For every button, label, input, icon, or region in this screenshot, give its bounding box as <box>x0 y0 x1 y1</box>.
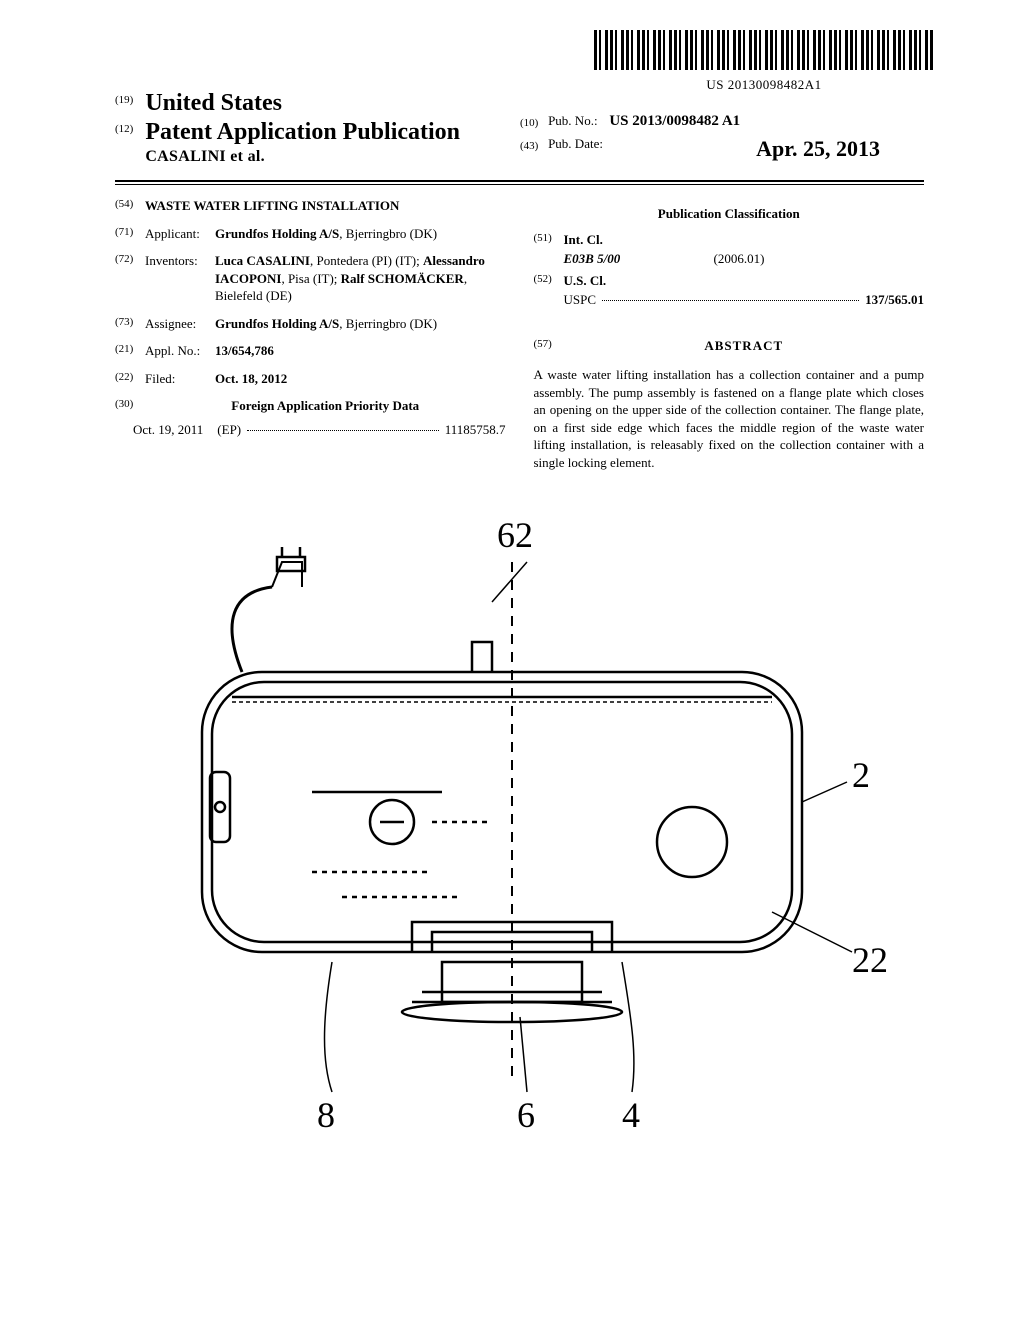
f54-num: (54) <box>115 197 145 215</box>
fig-label-6: 6 <box>517 1095 535 1135</box>
pubno-label: Pub. No.: <box>548 113 597 128</box>
hr-top <box>115 180 924 182</box>
applicant-loc: , Bjerringbro (DK) <box>339 226 437 241</box>
abstract-text: A waste water lifting installation has a… <box>534 366 925 471</box>
priority-number: 11185758.7 <box>445 421 506 439</box>
f21-label: Appl. No.: <box>145 342 215 360</box>
intcl-class: E03B 5/00 <box>564 250 654 268</box>
uspc-label: USPC <box>564 291 597 309</box>
prefix-12: (12) <box>115 123 133 135</box>
fig-label-2: 2 <box>852 755 870 795</box>
f51-num: (51) <box>534 231 564 249</box>
uspc-code: 137/565.01 <box>865 291 924 309</box>
inv1: Luca CASALINI <box>215 253 310 268</box>
field-30-heading: (30) Foreign Application Priority Data <box>115 397 506 415</box>
dots2 <box>602 291 859 301</box>
figure-container: 62 2 22 8 6 4 <box>40 502 984 1157</box>
pubno: US 2013/0098482 A1 <box>609 113 740 129</box>
field-57: (57) ABSTRACT <box>534 337 925 355</box>
f73-content: Grundfos Holding A/S, Bjerringbro (DK) <box>215 315 506 333</box>
foreign-heading: Foreign Application Priority Data <box>145 397 506 415</box>
f22-label: Filed: <box>145 370 215 388</box>
priority-row: Oct. 19, 2011 (EP) 11185758.7 <box>133 421 506 439</box>
inv3: Ralf SCHOMÄCKER <box>341 271 464 286</box>
assignee-loc: , Bjerringbro (DK) <box>339 316 437 331</box>
pubdate-label: Pub. Date: <box>548 136 603 151</box>
pub-no-line: (10) Pub. No.: US 2013/0098482 A1 <box>520 113 880 130</box>
prefix-19: (19) <box>115 94 133 106</box>
inv1-loc: , Pontedera (PI) (IT); <box>310 253 423 268</box>
hr-thin <box>115 184 924 185</box>
biblio-columns: (54) WASTE WATER LIFTING INSTALLATION (7… <box>115 197 924 472</box>
f21-num: (21) <box>115 342 145 360</box>
class-heading: Publication Classification <box>534 205 925 223</box>
assignee-name: Grundfos Holding A/S <box>215 316 339 331</box>
left-column: (54) WASTE WATER LIFTING INSTALLATION (7… <box>115 197 506 472</box>
prefix-43: (43) <box>520 140 538 152</box>
fig-label-22: 22 <box>852 940 888 980</box>
field-22: (22) Filed: Oct. 18, 2012 <box>115 370 506 388</box>
pub-info: (10) Pub. No.: US 2013/0098482 A1 (43) P… <box>520 113 880 162</box>
f52-label: U.S. Cl. <box>564 272 607 290</box>
f72-content: Luca CASALINI, Pontedera (PI) (IT); Ales… <box>215 252 506 305</box>
field-21: (21) Appl. No.: 13/654,786 <box>115 342 506 360</box>
pub-date-line: (43) Pub. Date: Apr. 25, 2013 <box>520 136 880 153</box>
fig-label-8: 8 <box>317 1095 335 1135</box>
title: WASTE WATER LIFTING INSTALLATION <box>145 197 506 215</box>
barcode-region: US 20130098482A1 <box>594 30 934 93</box>
priority-date: Oct. 19, 2011 <box>133 421 203 439</box>
f30-num: (30) <box>115 397 145 415</box>
applicant-name: Grundfos Holding A/S <box>215 226 339 241</box>
f51-label: Int. Cl. <box>564 231 603 249</box>
f57-num: (57) <box>534 337 564 355</box>
f73-label: Assignee: <box>145 315 215 333</box>
field-72: (72) Inventors: Luca CASALINI, Pontedera… <box>115 252 506 305</box>
field-71: (71) Applicant: Grundfos Holding A/S, Bj… <box>115 225 506 243</box>
f22-num: (22) <box>115 370 145 388</box>
f73-num: (73) <box>115 315 145 333</box>
barcode-text: US 20130098482A1 <box>594 77 934 93</box>
abstract-heading: ABSTRACT <box>564 337 925 355</box>
field-73: (73) Assignee: Grundfos Holding A/S, Bje… <box>115 315 506 333</box>
f52-num: (52) <box>534 272 564 290</box>
f71-num: (71) <box>115 225 145 243</box>
right-column: Publication Classification (51) Int. Cl.… <box>534 197 925 472</box>
appl-no: 13/654,786 <box>215 342 506 360</box>
fig-label-4: 4 <box>622 1095 640 1135</box>
inv2-loc: , Pisa (IT); <box>281 271 340 286</box>
prefix-10: (10) <box>520 117 538 129</box>
f72-label: Inventors: <box>145 252 215 305</box>
field-54: (54) WASTE WATER LIFTING INSTALLATION <box>115 197 506 215</box>
country: United States <box>145 90 282 116</box>
priority-country: (EP) <box>217 421 241 439</box>
patent-figure: 62 2 22 8 6 4 <box>132 502 892 1152</box>
dots <box>247 421 439 431</box>
fig-label-62: 62 <box>497 515 533 555</box>
f71-label: Applicant: <box>145 225 215 243</box>
filed-date: Oct. 18, 2012 <box>215 370 506 388</box>
f71-content: Grundfos Holding A/S, Bjerringbro (DK) <box>215 225 506 243</box>
f72-num: (72) <box>115 252 145 305</box>
uspc-row: USPC 137/565.01 <box>564 291 925 309</box>
barcode <box>594 30 934 70</box>
intcl-date: (2006.01) <box>714 250 765 268</box>
pubdate: Apr. 25, 2013 <box>756 136 880 162</box>
field-51: (51) Int. Cl. <box>534 231 925 249</box>
pub-type: Patent Application Publication <box>145 119 460 145</box>
authors: CASALINI et al. <box>145 148 265 165</box>
field-52: (52) U.S. Cl. <box>534 272 925 290</box>
intcl-row: E03B 5/00 (2006.01) <box>564 250 925 268</box>
